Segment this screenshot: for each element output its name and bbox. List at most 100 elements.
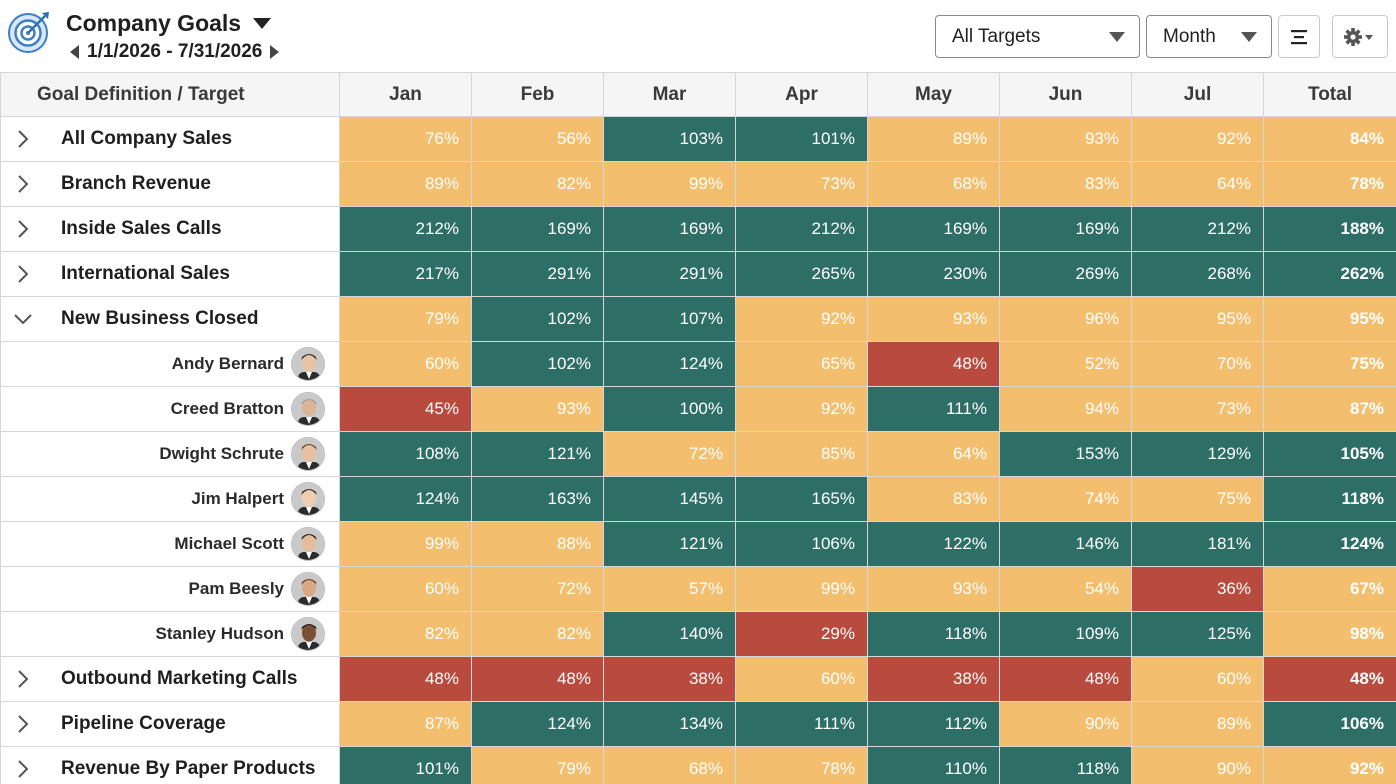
settings-button[interactable]: [1332, 15, 1388, 58]
value-cell[interactable]: 169%: [471, 206, 604, 252]
value-cell[interactable]: 75%: [1131, 476, 1264, 522]
value-cell[interactable]: 68%: [867, 161, 1000, 207]
value-cell[interactable]: 89%: [867, 116, 1000, 162]
total-cell[interactable]: 124%: [1263, 521, 1396, 567]
value-cell[interactable]: 93%: [999, 116, 1132, 162]
goal-group-row[interactable]: International Sales 217% 291% 291% 265% 230% 2…: [0, 251, 1396, 297]
value-cell[interactable]: 165%: [735, 476, 868, 522]
value-cell[interactable]: 56%: [471, 116, 604, 162]
column-header-jul[interactable]: Jul: [1131, 72, 1264, 117]
value-cell[interactable]: 65%: [735, 341, 868, 387]
value-cell[interactable]: 64%: [1131, 161, 1264, 207]
value-cell[interactable]: 169%: [603, 206, 736, 252]
chevron-right-icon[interactable]: [2, 118, 42, 161]
row-label-cell[interactable]: Pam Beesly: [0, 566, 340, 612]
value-cell[interactable]: 60%: [1131, 656, 1264, 702]
value-cell[interactable]: 52%: [999, 341, 1132, 387]
value-cell[interactable]: 291%: [603, 251, 736, 297]
value-cell[interactable]: 79%: [339, 296, 472, 342]
value-cell[interactable]: 57%: [603, 566, 736, 612]
goal-group-row[interactable]: Revenue By Paper Products 101% 79% 68% 78% 11…: [0, 746, 1396, 784]
value-cell[interactable]: 73%: [1131, 386, 1264, 432]
value-cell[interactable]: 82%: [471, 611, 604, 657]
value-cell[interactable]: 146%: [999, 521, 1132, 567]
row-label-cell[interactable]: Andy Bernard: [0, 341, 340, 387]
total-cell[interactable]: 105%: [1263, 431, 1396, 477]
group-label[interactable]: Revenue By Paper Products: [2, 748, 339, 784]
value-cell[interactable]: 102%: [471, 341, 604, 387]
total-cell[interactable]: 78%: [1263, 161, 1396, 207]
value-cell[interactable]: 269%: [999, 251, 1132, 297]
value-cell[interactable]: 125%: [1131, 611, 1264, 657]
value-cell[interactable]: 87%: [339, 701, 472, 747]
total-cell[interactable]: 188%: [1263, 206, 1396, 252]
chevron-right-icon[interactable]: [2, 748, 42, 784]
total-cell[interactable]: 95%: [1263, 296, 1396, 342]
value-cell[interactable]: 163%: [471, 476, 604, 522]
value-cell[interactable]: 95%: [1131, 296, 1264, 342]
total-cell[interactable]: 98%: [1263, 611, 1396, 657]
value-cell[interactable]: 93%: [867, 296, 1000, 342]
row-label-cell[interactable]: Creed Bratton: [0, 386, 340, 432]
value-cell[interactable]: 121%: [603, 521, 736, 567]
value-cell[interactable]: 99%: [603, 161, 736, 207]
value-cell[interactable]: 82%: [471, 161, 604, 207]
value-cell[interactable]: 36%: [1131, 566, 1264, 612]
target-person-row[interactable]: Andy Bernard 60% 102% 124% 65% 48% 52% 70% 75%: [0, 341, 1396, 387]
goal-group-row[interactable]: Branch Revenue 89% 82% 99% 73% 68% 83% 64% 78%: [0, 161, 1396, 207]
value-cell[interactable]: 85%: [735, 431, 868, 477]
value-cell[interactable]: 68%: [603, 746, 736, 784]
value-cell[interactable]: 101%: [735, 116, 868, 162]
chevron-right-icon[interactable]: [2, 658, 42, 701]
column-header-may[interactable]: May: [867, 72, 1000, 117]
group-label[interactable]: All Company Sales: [2, 118, 339, 161]
value-cell[interactable]: 124%: [471, 701, 604, 747]
value-cell[interactable]: 92%: [1131, 116, 1264, 162]
value-cell[interactable]: 83%: [999, 161, 1132, 207]
value-cell[interactable]: 45%: [339, 386, 472, 432]
total-cell[interactable]: 92%: [1263, 746, 1396, 784]
row-label-cell[interactable]: New Business Closed: [0, 296, 340, 342]
value-cell[interactable]: 89%: [339, 161, 472, 207]
total-cell[interactable]: 48%: [1263, 656, 1396, 702]
value-cell[interactable]: 140%: [603, 611, 736, 657]
person-label[interactable]: Jim Halpert: [2, 478, 339, 521]
goal-group-row[interactable]: Pipeline Coverage 87% 124% 134% 111% 112% 90% 8…: [0, 701, 1396, 747]
row-label-cell[interactable]: Jim Halpert: [0, 476, 340, 522]
value-cell[interactable]: 83%: [867, 476, 1000, 522]
value-cell[interactable]: 93%: [867, 566, 1000, 612]
value-cell[interactable]: 70%: [1131, 341, 1264, 387]
value-cell[interactable]: 124%: [339, 476, 472, 522]
person-label[interactable]: Michael Scott: [2, 523, 339, 566]
value-cell[interactable]: 217%: [339, 251, 472, 297]
group-label[interactable]: International Sales: [2, 253, 339, 296]
align-button[interactable]: [1278, 15, 1320, 58]
value-cell[interactable]: 169%: [999, 206, 1132, 252]
target-person-row[interactable]: Jim Halpert 124% 163% 145% 165% 83% 74% 75% 118%: [0, 476, 1396, 522]
value-cell[interactable]: 134%: [603, 701, 736, 747]
next-period-icon[interactable]: [270, 45, 280, 59]
value-cell[interactable]: 145%: [603, 476, 736, 522]
value-cell[interactable]: 48%: [339, 656, 472, 702]
value-cell[interactable]: 111%: [867, 386, 1000, 432]
group-label[interactable]: Branch Revenue: [2, 163, 339, 206]
value-cell[interactable]: 108%: [339, 431, 472, 477]
value-cell[interactable]: 72%: [603, 431, 736, 477]
value-cell[interactable]: 181%: [1131, 521, 1264, 567]
value-cell[interactable]: 99%: [735, 566, 868, 612]
value-cell[interactable]: 73%: [735, 161, 868, 207]
value-cell[interactable]: 60%: [339, 341, 472, 387]
row-label-cell[interactable]: Inside Sales Calls: [0, 206, 340, 252]
person-label[interactable]: Dwight Schrute: [2, 433, 339, 476]
value-cell[interactable]: 78%: [735, 746, 868, 784]
value-cell[interactable]: 112%: [867, 701, 1000, 747]
value-cell[interactable]: 79%: [471, 746, 604, 784]
value-cell[interactable]: 64%: [867, 431, 1000, 477]
value-cell[interactable]: 90%: [1131, 746, 1264, 784]
value-cell[interactable]: 122%: [867, 521, 1000, 567]
row-label-cell[interactable]: Stanley Hudson: [0, 611, 340, 657]
goal-group-row[interactable]: Outbound Marketing Calls 48% 48% 38% 60% 38% 4…: [0, 656, 1396, 702]
targets-select[interactable]: All Targets: [935, 15, 1140, 58]
value-cell[interactable]: 88%: [471, 521, 604, 567]
value-cell[interactable]: 48%: [867, 341, 1000, 387]
